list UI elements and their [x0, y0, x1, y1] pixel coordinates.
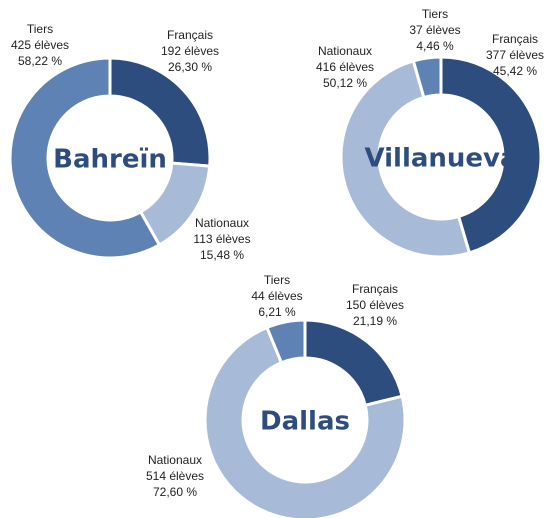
category-label: Français	[167, 28, 213, 42]
category-label: Tiers	[422, 7, 448, 21]
chart-title: Bahreïn	[53, 145, 167, 175]
count-label: 416 élèves	[316, 60, 374, 74]
percent-label: 50,12 %	[323, 76, 367, 90]
category-label: Tiers	[264, 273, 290, 287]
percent-label: 4,46 %	[416, 39, 454, 53]
donut-segment	[265, 318, 307, 365]
category-label: Nationaux	[148, 453, 202, 467]
count-label: 113 élèves	[193, 232, 250, 246]
percent-label: 26,30 %	[168, 60, 212, 74]
count-label: 37 élèves	[409, 23, 460, 37]
count-label: 192 élèves	[161, 44, 219, 58]
donut-segment	[303, 318, 404, 408]
category-label: Nationaux	[318, 44, 372, 58]
donut-segment	[8, 56, 162, 260]
donut-segment	[339, 59, 472, 259]
percent-label: 15,48 %	[200, 248, 244, 262]
percent-label: 45,42 %	[493, 64, 537, 78]
count-label: 377 élèves	[486, 48, 544, 62]
chart-title: Dallas	[260, 407, 350, 437]
donut-segment	[439, 55, 543, 255]
count-label: 425 élèves	[11, 38, 69, 52]
percent-label: 58,22 %	[18, 54, 62, 68]
category-label: Tiers	[27, 22, 53, 36]
percent-label: 72,60 %	[153, 485, 197, 499]
percent-label: 6,21 %	[258, 305, 296, 319]
category-label: Français	[492, 32, 538, 46]
chart-title: Villanueva	[364, 144, 517, 174]
donut-segment	[203, 325, 407, 518]
category-label: Nationaux	[195, 216, 249, 230]
count-label: 44 élèves	[251, 289, 302, 303]
count-label: 150 élèves	[346, 298, 404, 312]
count-label: 514 élèves	[146, 469, 204, 483]
percent-label: 21,19 %	[353, 314, 397, 328]
category-label: Français	[352, 282, 398, 296]
donut-segment	[411, 55, 443, 100]
